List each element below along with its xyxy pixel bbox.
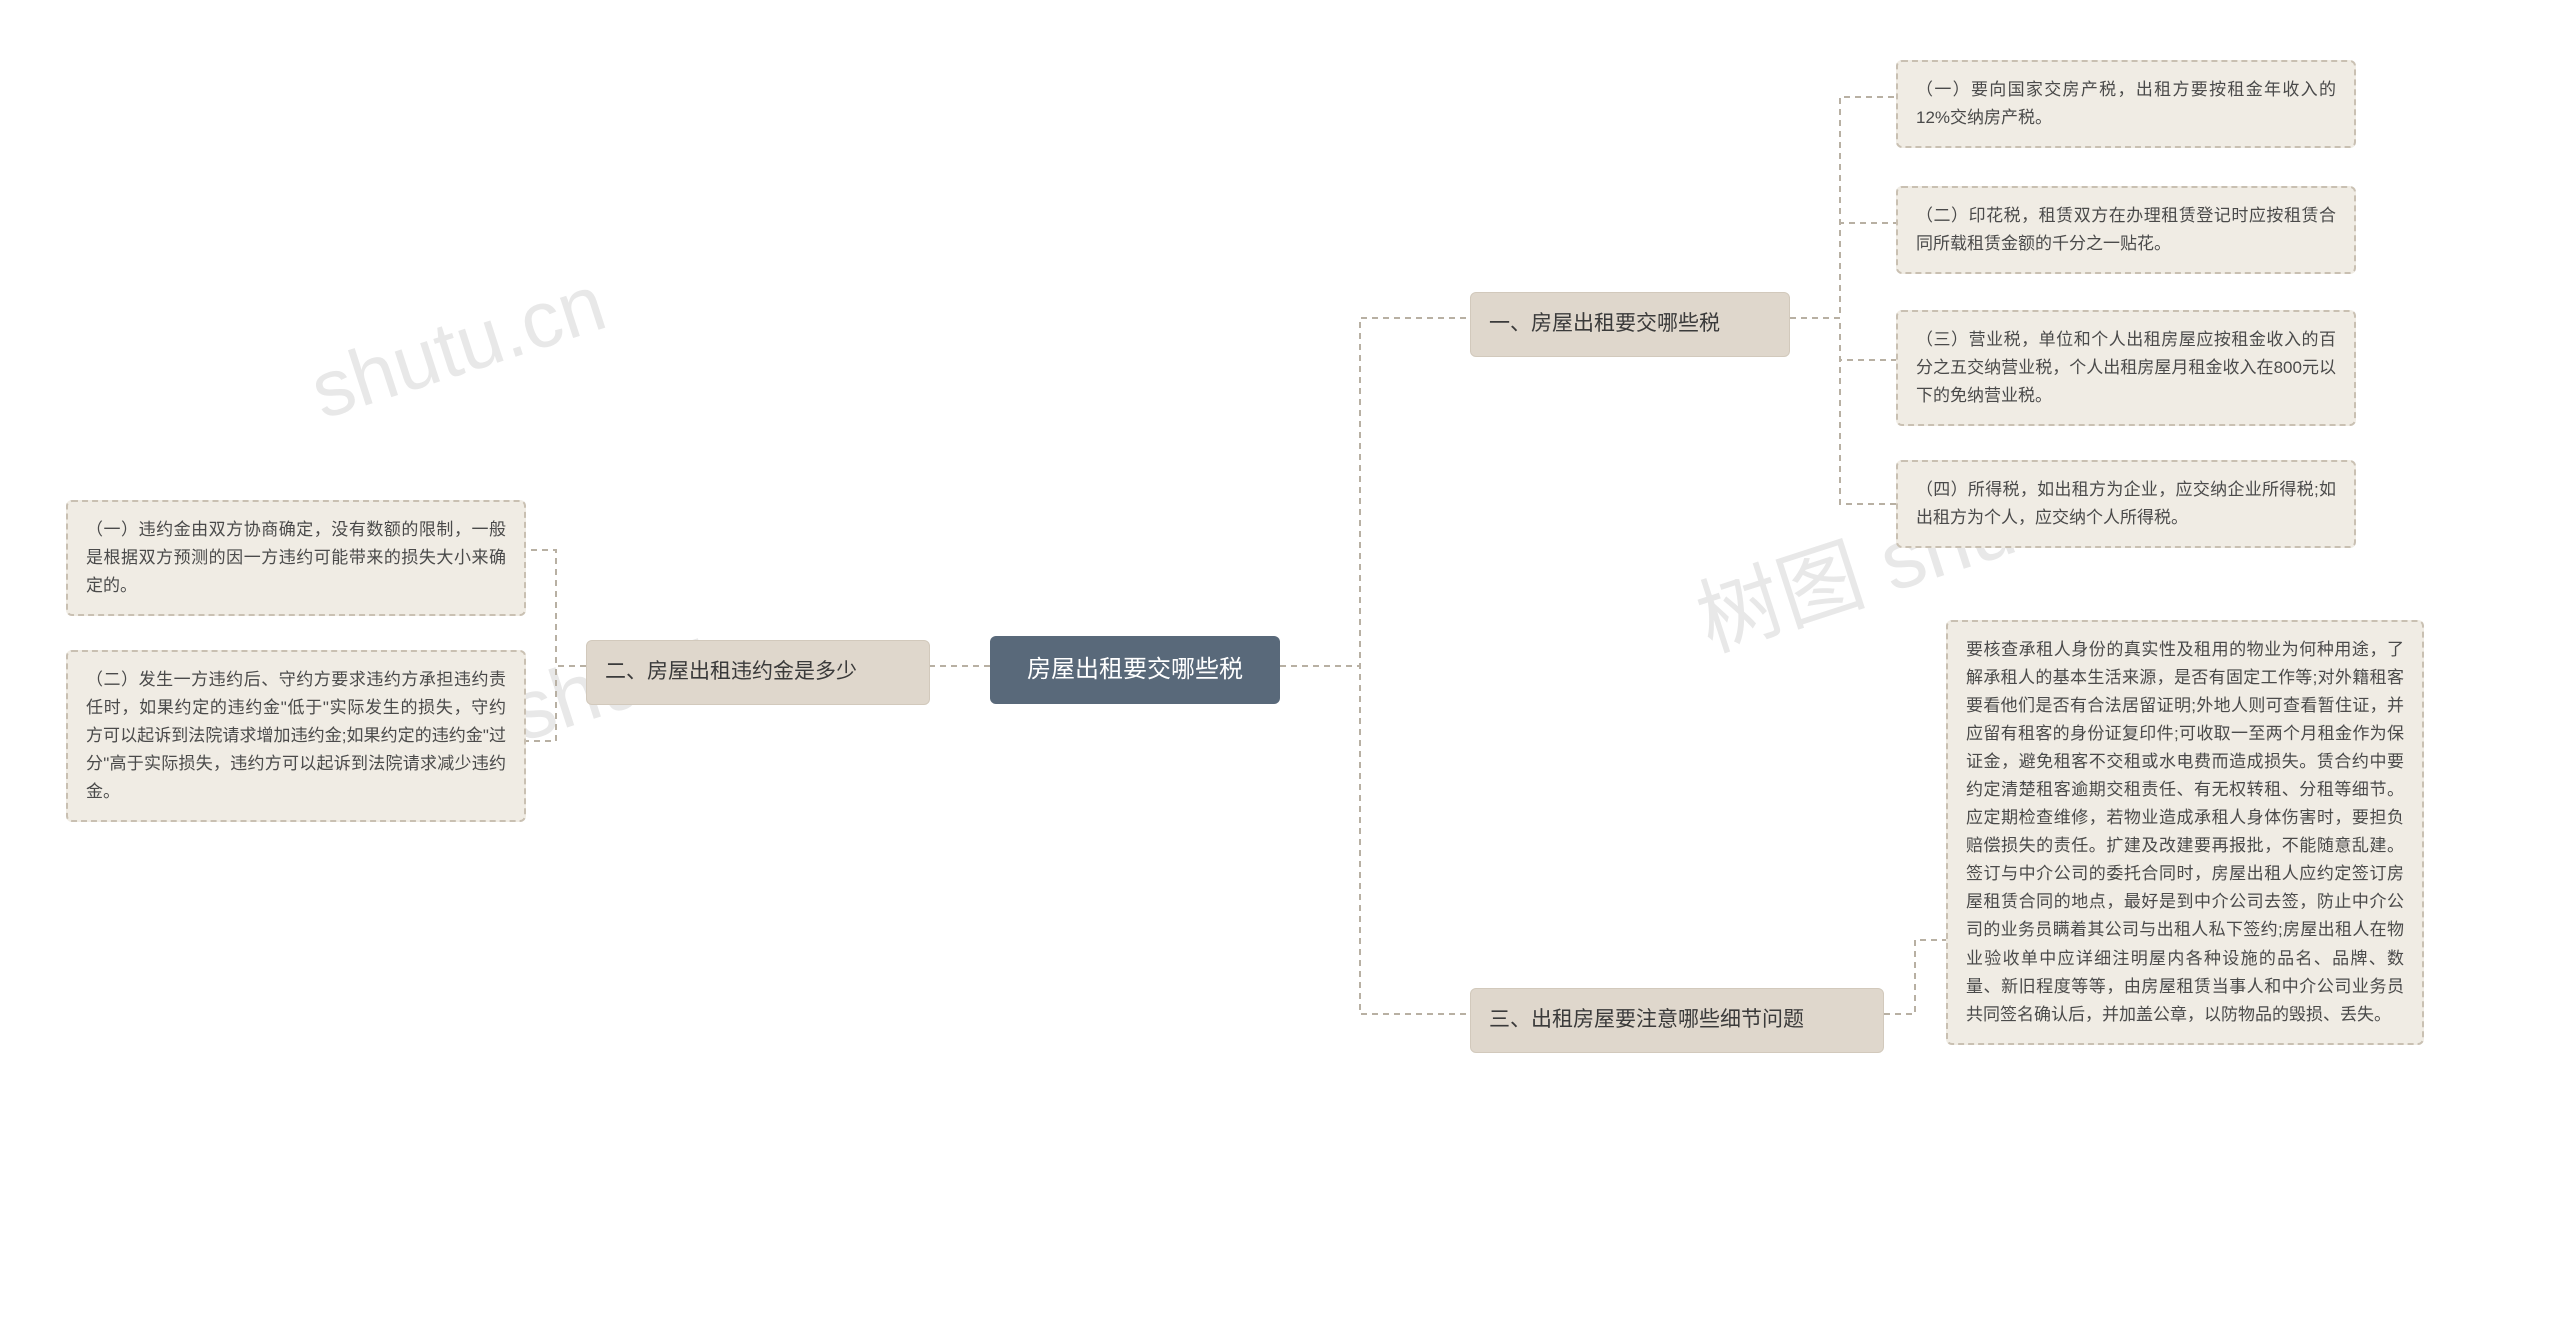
branch-3: 三、出租房屋要注意哪些细节问题 — [1470, 988, 1884, 1053]
leaf-1a: （一）要向国家交房产税，出租方要按租金年收入的12%交纳房产税。 — [1896, 60, 2356, 148]
leaf-3a: 要核查承租人身份的真实性及租用的物业为何种用途，了解承租人的基本生活来源，是否有… — [1946, 620, 2424, 1045]
leaf-2b: （二）发生一方违约后、守约方要求违约方承担违约责任时，如果约定的违约金"低于"实… — [66, 650, 526, 822]
leaf-1b: （二）印花税，租赁双方在办理租赁登记时应按租赁合同所载租赁金额的千分之一贴花。 — [1896, 186, 2356, 274]
branch-2: 二、房屋出租违约金是多少 — [586, 640, 930, 705]
leaf-2a: （一）违约金由双方协商确定，没有数额的限制，一般是根据双方预测的因一方违约可能带… — [66, 500, 526, 616]
leaf-1c: （三）营业税，单位和个人出租房屋应按租金收入的百分之五交纳营业税，个人出租房屋月… — [1896, 310, 2356, 426]
watermark-1: shutu.cn — [300, 257, 616, 438]
root-node: 房屋出租要交哪些税 — [990, 636, 1280, 704]
branch-1: 一、房屋出租要交哪些税 — [1470, 292, 1790, 357]
leaf-1d: （四）所得税，如出租方为企业，应交纳企业所得税;如出租方为个人，应交纳个人所得税… — [1896, 460, 2356, 548]
mindmap-canvas: shutu.cn 树图 shutu 树图 shutu 房屋出租要交哪些税 一、房… — [0, 0, 2560, 1324]
